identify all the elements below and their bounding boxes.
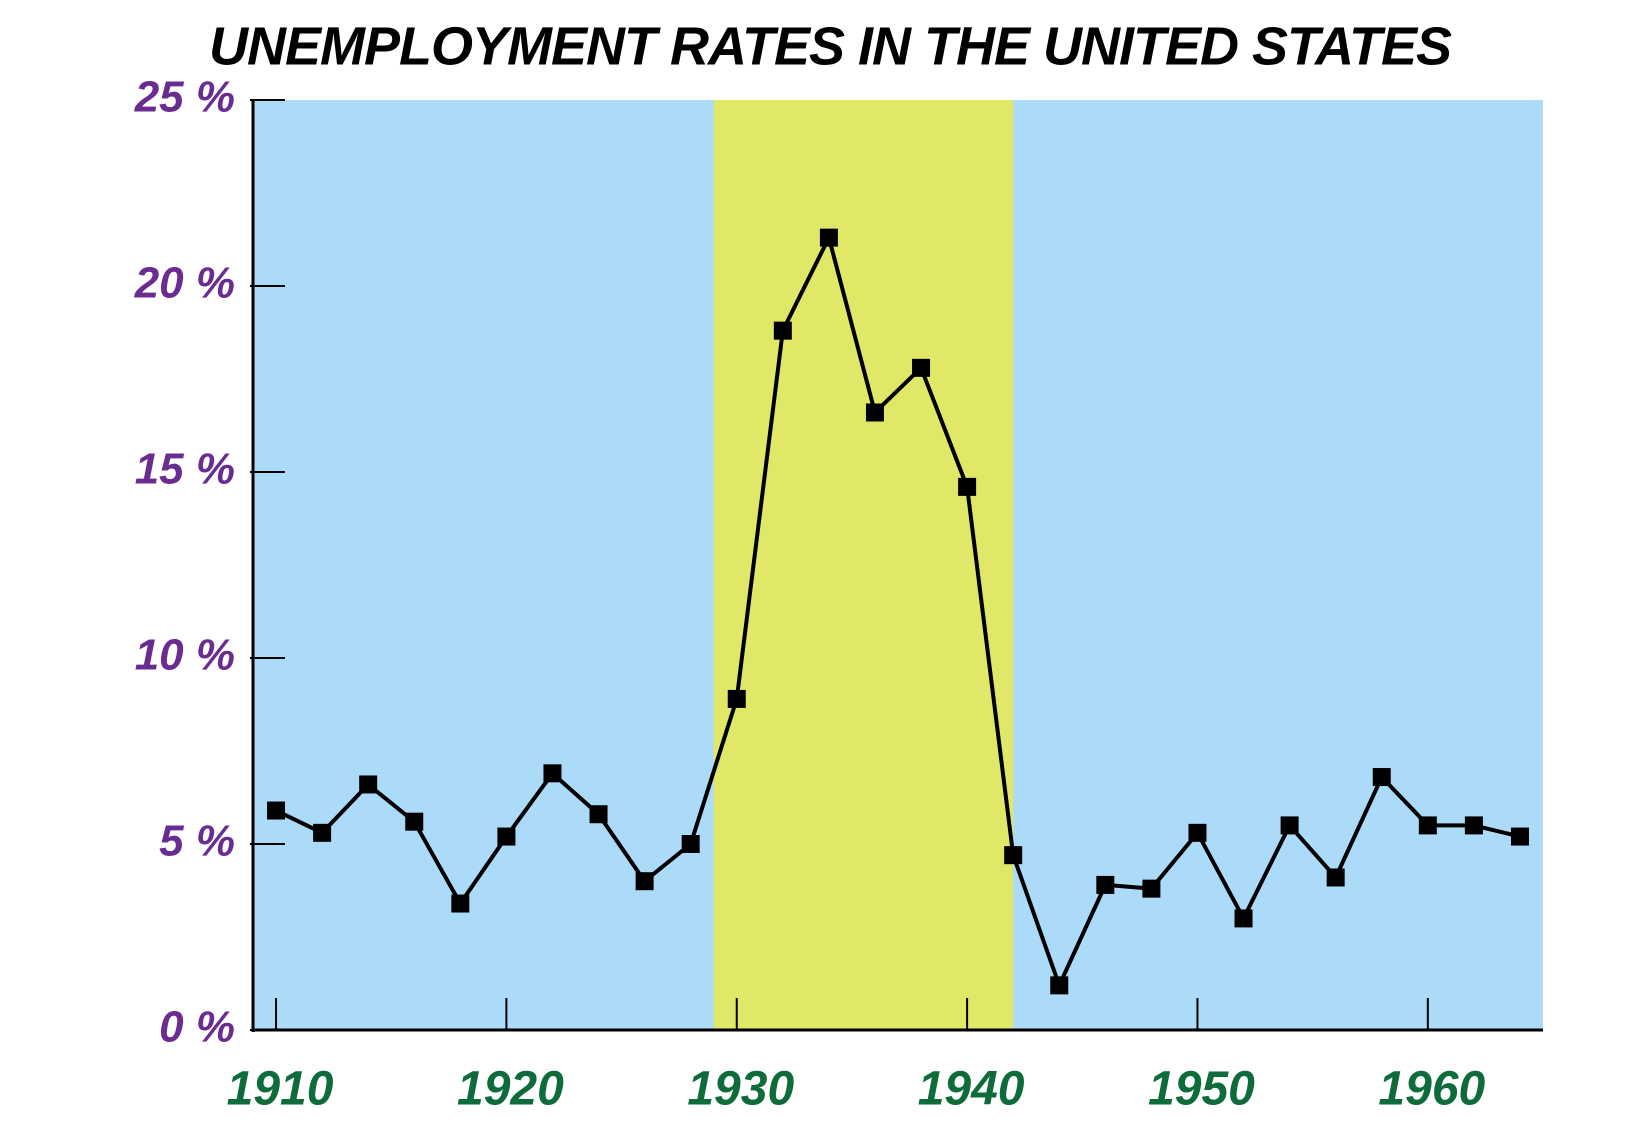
point-marker xyxy=(1510,827,1529,846)
point-marker xyxy=(1142,879,1161,898)
point-marker xyxy=(1418,816,1437,835)
x-tick-label: 1950 xyxy=(1148,1063,1255,1116)
point-marker xyxy=(313,823,332,842)
point-marker xyxy=(451,894,470,913)
point-marker xyxy=(1372,768,1391,787)
point-marker xyxy=(543,764,562,783)
y-tick-label: 25 % xyxy=(134,73,235,122)
point-marker xyxy=(589,805,608,824)
y-tick-label: 20 % xyxy=(134,259,235,308)
point-marker xyxy=(912,358,931,377)
point-marker xyxy=(1464,816,1483,835)
point-marker xyxy=(1004,846,1023,865)
y-tick-label: 0 % xyxy=(159,1003,235,1052)
x-tick-label: 1910 xyxy=(227,1063,334,1116)
y-tick-label: 5 % xyxy=(159,817,235,866)
y-tick-label: 15 % xyxy=(135,445,235,494)
point-marker xyxy=(267,801,286,820)
series-line xyxy=(275,235,1521,988)
point-marker xyxy=(635,872,654,891)
shaded-range xyxy=(713,100,1014,1030)
y-tick-label: 10 % xyxy=(135,631,235,680)
point-marker xyxy=(1280,816,1299,835)
point-marker xyxy=(1096,875,1115,894)
x-tick-label: 1940 xyxy=(918,1063,1025,1116)
point-marker xyxy=(1188,823,1207,842)
point-marker xyxy=(819,228,838,247)
point-marker xyxy=(865,403,884,422)
point-marker xyxy=(497,827,516,846)
x-tick-label: 1960 xyxy=(1378,1063,1485,1116)
point-marker xyxy=(405,812,424,831)
point-marker xyxy=(773,321,792,340)
point-marker xyxy=(359,775,378,794)
point-marker xyxy=(681,835,700,853)
point-marker xyxy=(1050,976,1069,995)
point-marker xyxy=(727,689,746,708)
x-tick-label: 1930 xyxy=(687,1063,794,1116)
point-marker xyxy=(1326,868,1345,887)
x-tick-label: 1920 xyxy=(457,1063,564,1116)
point-marker xyxy=(958,477,977,496)
point-marker xyxy=(1234,909,1253,928)
chart-title: UNEMPLOYMENT RATES IN THE UNITED STATES xyxy=(209,16,1452,76)
